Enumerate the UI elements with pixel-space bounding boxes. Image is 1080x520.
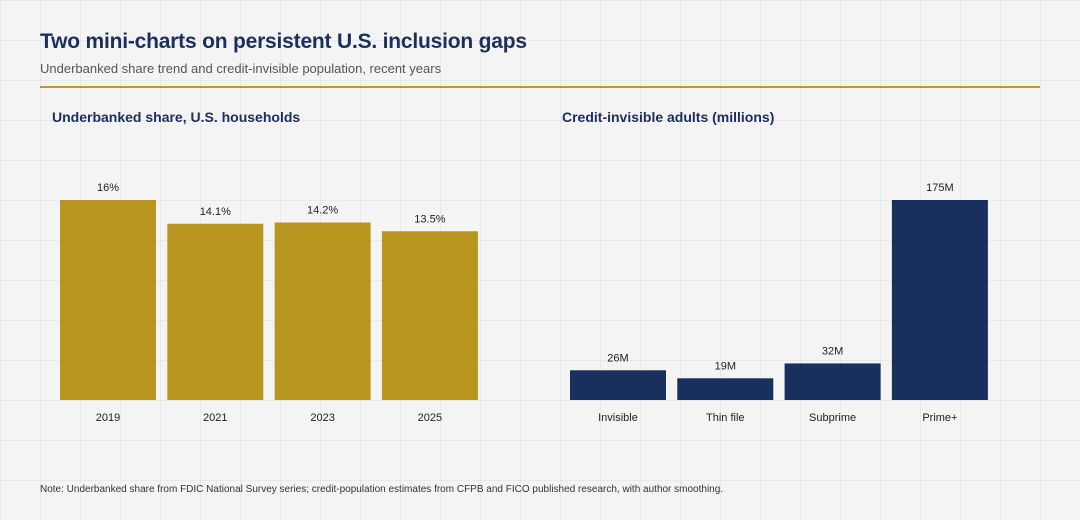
bar-prime-: [891, 200, 988, 400]
bar-thin-file: [677, 378, 774, 400]
x-tick-label: 2025: [418, 412, 442, 424]
underbanked-bar-chart: 16% 2019 14.1% 2021 14.2% 2023 13.5% 2025: [60, 182, 478, 424]
page-title: Two mini-charts on persistent U.S. inclu…: [40, 30, 527, 53]
footnote: Note: Underbanked share from FDIC Nation…: [40, 484, 724, 495]
chart-title-credit-invisible: Credit-invisible adults (millions): [562, 109, 775, 125]
data-label: 14.2%: [307, 205, 338, 217]
x-tick-label: Invisible: [598, 412, 638, 424]
bar-invisible: [570, 370, 666, 400]
x-tick-label: 2019: [96, 412, 120, 424]
chart-header: Two mini-charts on persistent U.S. inclu…: [40, 30, 1040, 76]
credit-invisible-bar-chart: 26M Invisible 19M Thin file 32M Subprime 175M P…: [570, 182, 988, 424]
data-label: 16%: [97, 182, 119, 194]
bar-subprime: [784, 363, 881, 400]
data-label: 14.1%: [200, 206, 231, 218]
data-label: 26M: [607, 352, 628, 364]
bar-2025: [381, 231, 478, 400]
x-tick-label: Subprime: [809, 412, 856, 424]
bar-2019: [60, 200, 156, 400]
chart-title-underbanked: Underbanked share, U.S. households: [52, 109, 301, 125]
bar-2021: [167, 223, 264, 400]
x-tick-label: 2021: [203, 412, 227, 424]
x-tick-label: 2023: [310, 412, 334, 424]
x-tick-label: Thin file: [706, 412, 745, 424]
page-subtitle: Underbanked share trend and credit-invis…: [40, 61, 442, 76]
x-tick-label: Prime+: [922, 412, 957, 424]
data-label: 19M: [715, 360, 736, 372]
header-divider: [40, 86, 1040, 88]
bar-2023: [274, 222, 371, 400]
data-label: 32M: [822, 345, 843, 357]
data-label: 13.5%: [414, 213, 445, 225]
data-label: 175M: [926, 182, 954, 194]
